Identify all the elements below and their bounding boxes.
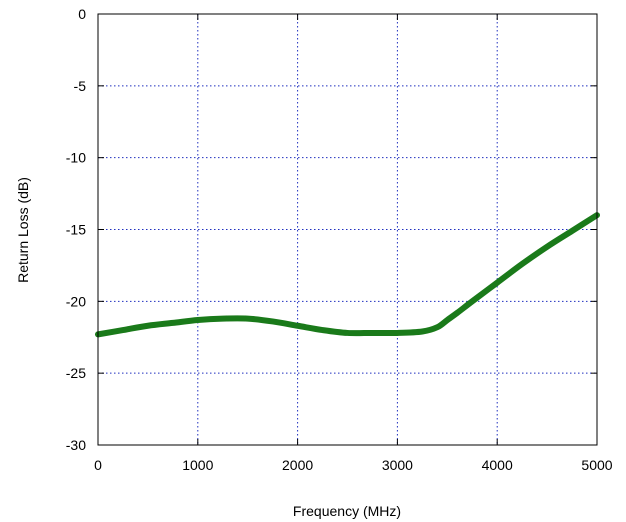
x-tick-label: 5000 xyxy=(581,457,612,473)
y-tick-label: -15 xyxy=(66,222,86,238)
tick-marks xyxy=(97,13,598,446)
y-tick-label: -25 xyxy=(66,365,86,381)
x-axis-title: Frequency (MHz) xyxy=(293,503,401,519)
y-axis-title: Return Loss (dB) xyxy=(15,177,31,283)
x-tick-label: 3000 xyxy=(382,457,413,473)
y-tick-labels: 0 -5 -10 -15 -20 -25 -30 xyxy=(66,6,86,453)
return-loss-series-line xyxy=(95,212,600,338)
y-tick-label: -10 xyxy=(66,150,86,166)
x-tick-labels: 0 1000 2000 3000 4000 5000 xyxy=(94,457,613,473)
grid-lines xyxy=(98,14,597,445)
series-layer xyxy=(95,212,600,338)
x-tick-label: 0 xyxy=(94,457,102,473)
y-tick-label: -20 xyxy=(66,293,86,309)
x-tick-label: 4000 xyxy=(482,457,513,473)
x-tick-label: 2000 xyxy=(282,457,313,473)
y-tick-label: 0 xyxy=(78,6,86,22)
y-tick-label: -5 xyxy=(74,78,87,94)
x-tick-label: 1000 xyxy=(182,457,213,473)
y-tick-label: -30 xyxy=(66,437,86,453)
